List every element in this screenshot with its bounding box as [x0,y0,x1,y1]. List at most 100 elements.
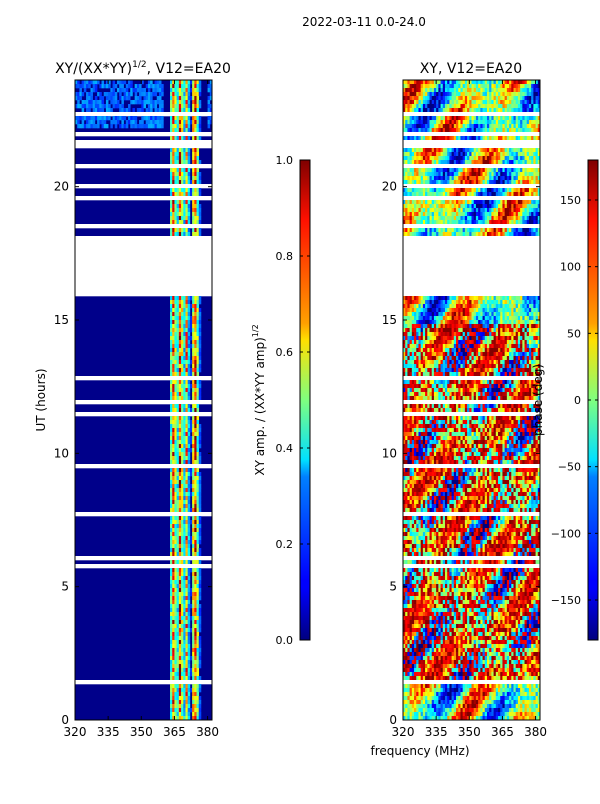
heatmap-cell [474,308,477,312]
heatmap-cell [449,228,452,232]
heatmap-cell [197,484,200,488]
heatmap-cell [179,452,182,456]
heatmap-cell [472,168,475,172]
heatmap-cell [199,212,202,216]
heatmap-cell [197,396,200,400]
heatmap-cell [412,100,415,104]
heatmap-cell [410,96,413,100]
heatmap-cell [132,108,135,112]
heatmap-cell [405,80,408,84]
heatmap-cell [443,208,446,212]
heatmap-cell [194,316,197,320]
colorbar-tick-label: 0.0 [276,634,294,647]
heatmap-cell [507,348,510,352]
heatmap-cell [197,476,200,480]
heatmap-cell [456,200,459,204]
heatmap-cell [161,84,164,88]
heatmap-cell [172,168,175,172]
heatmap-cell [434,116,437,120]
heatmap-cell [531,328,534,332]
heatmap-cell [432,296,435,300]
heatmap-cell [179,712,182,716]
y-tick-label: 10 [54,446,69,460]
heatmap-cell [174,572,177,576]
blank-row [403,276,540,280]
heatmap-cell [423,160,426,164]
heatmap-cell [416,168,419,172]
heatmap-cell [188,128,191,132]
heatmap-cell [522,300,525,304]
heatmap-cell [185,312,188,316]
heatmap-cell [197,124,200,128]
heatmap-cell [485,96,488,100]
blank-row [403,280,540,284]
heatmap-cell [197,100,200,104]
heatmap-cell [192,644,195,648]
heatmap-cell [188,176,191,180]
heatmap-cell [513,232,516,236]
heatmap-cell [454,100,457,104]
heatmap-cell [188,420,191,424]
heatmap-cell [505,316,508,320]
heatmap-cell [172,208,175,212]
heatmap-cell [427,352,430,356]
heatmap-cell [179,636,182,640]
heatmap-cell [496,324,499,328]
heatmap-cell [458,88,461,92]
heatmap-cell [197,520,200,524]
heatmap-cell [449,120,452,124]
heatmap-cell [525,160,528,164]
heatmap-cell [172,516,175,520]
heatmap-cell [469,128,472,132]
heatmap-cell [527,176,530,180]
heatmap-cell [170,96,173,100]
heatmap-cell [520,300,523,304]
heatmap-cell [121,104,124,108]
heatmap-cell [478,152,481,156]
heatmap-cell [489,328,492,332]
heatmap-cell [527,88,530,92]
heatmap-cell [418,152,421,156]
heatmap-cell [480,208,483,212]
heatmap-cell [197,700,200,704]
heatmap-cell [513,108,516,112]
heatmap-cell [179,544,182,548]
heatmap-cell [405,308,408,312]
heatmap-cell [177,632,180,636]
heatmap-cell [412,180,415,184]
heatmap-cell [192,92,195,96]
heatmap-cell [507,316,510,320]
heatmap-cell [77,116,80,120]
heatmap-cell [445,88,448,92]
heatmap-cell [137,108,140,112]
heatmap-cell [494,348,497,352]
heatmap-cell [416,128,419,132]
heatmap-cell [474,136,477,140]
heatmap-cell [427,336,430,340]
heatmap-cell [443,124,446,128]
heatmap-cell [188,328,191,332]
heatmap-cell [421,208,424,212]
heatmap-cell [170,80,173,84]
heatmap-cell [472,156,475,160]
heatmap-cell [430,176,433,180]
heatmap-cell [454,180,457,184]
heatmap-cell [82,120,85,124]
heatmap-cell [533,308,536,312]
heatmap-cell [480,320,483,324]
heatmap-cell [494,308,497,312]
heatmap-cell [170,188,173,192]
heatmap-cell [192,420,195,424]
heatmap-cell [192,368,195,372]
heatmap-cell [531,188,534,192]
heatmap-cell [185,344,188,348]
heatmap-cell [183,672,186,676]
heatmap-cell [469,176,472,180]
heatmap-cell [438,344,441,348]
heatmap-cell [188,308,191,312]
heatmap-cell [483,232,486,236]
heatmap-cell [93,84,96,88]
blank-row [403,112,540,116]
heatmap-cell [192,696,195,700]
heatmap-cell [179,692,182,696]
